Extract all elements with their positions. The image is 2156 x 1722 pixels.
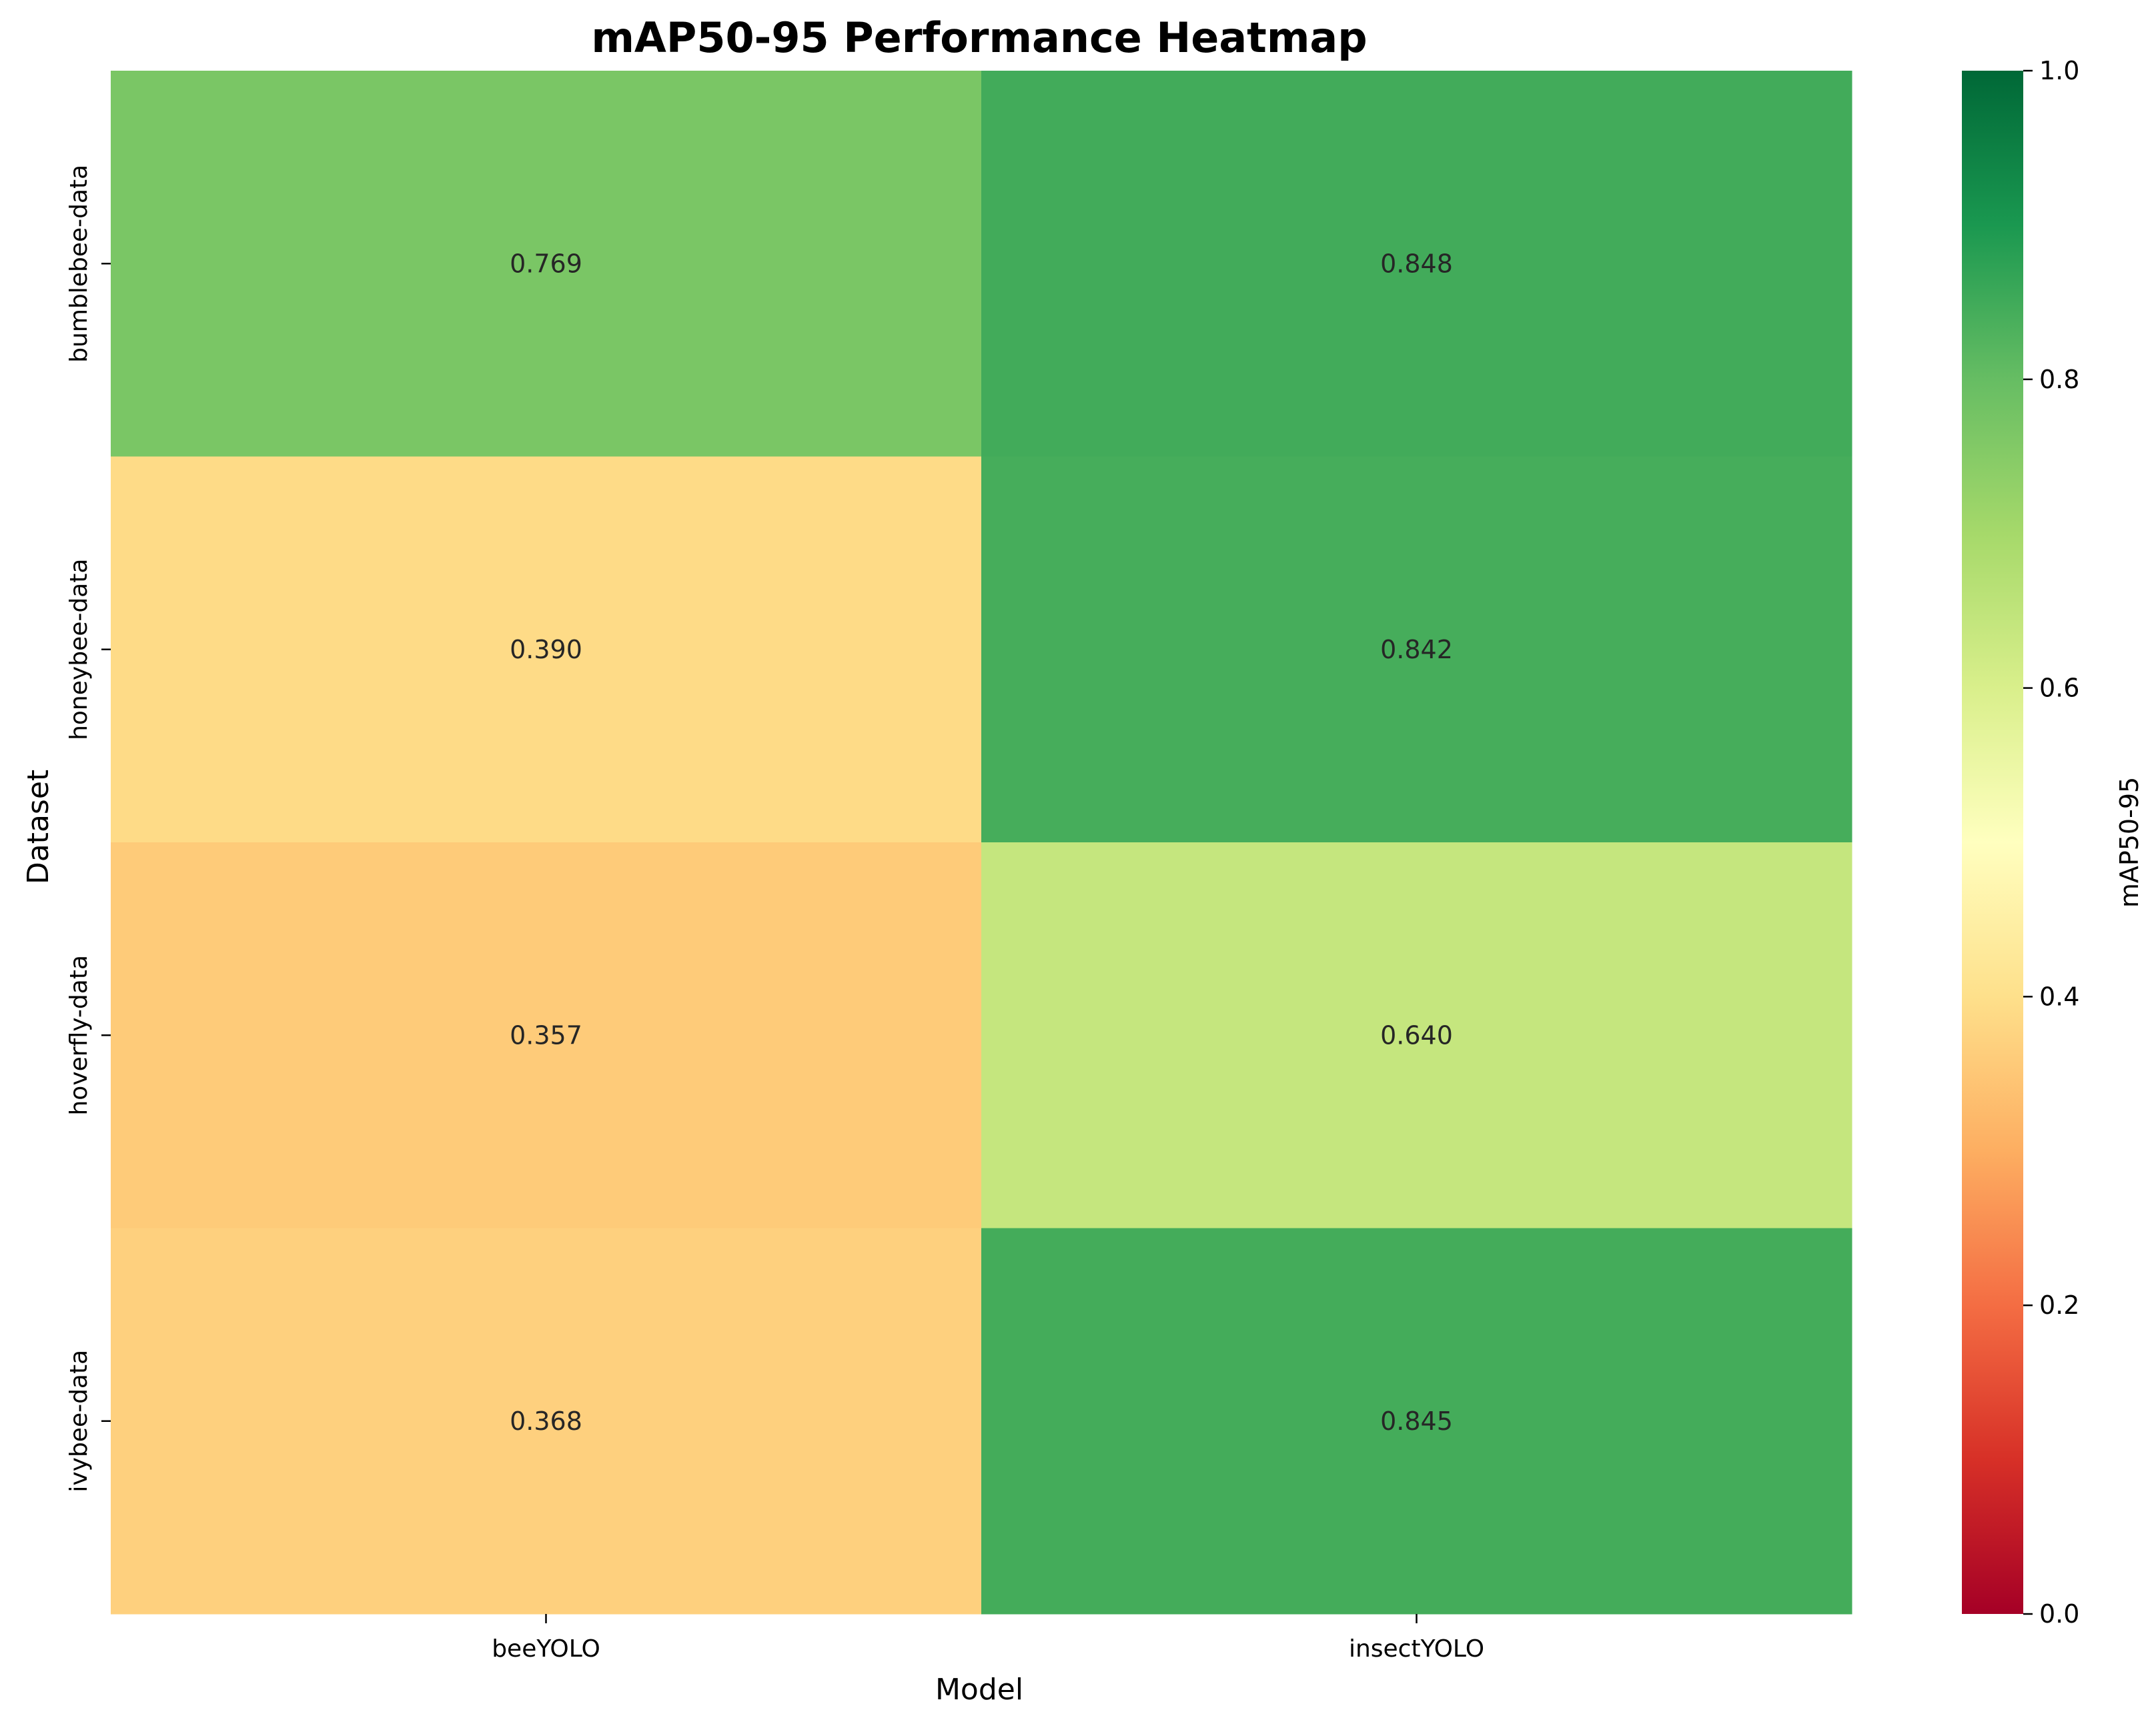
colorbar-tick-label: 1.0 (2039, 56, 2079, 85)
colorbar-tick-label: 0.8 (2039, 365, 2079, 394)
colorbar-tick-label: 0.2 (2039, 1290, 2079, 1320)
colorbar-tick-label: 0.6 (2039, 674, 2079, 703)
y-axis-label: Dataset (21, 770, 55, 884)
heatmap-cell (981, 71, 1852, 457)
colorbar-ticks: 0.0 0.2 0.4 0.6 0.8 1.0 (2023, 56, 2079, 1629)
y-tick-label: bumblebee-data (65, 165, 93, 363)
chart-title: mAP50-95 Performance Heatmap (591, 13, 1367, 62)
heatmap-cell (981, 1228, 1852, 1615)
y-tick-label: honeybee-data (65, 559, 93, 740)
cell-value-label: 0.390 (510, 635, 582, 664)
cell-value-label: 0.769 (510, 249, 582, 278)
cell-value-label: 0.640 (1380, 1020, 1453, 1050)
x-tick-label: insectYOLO (1349, 1635, 1484, 1663)
colorbar (1962, 71, 2023, 1614)
y-tick-label: ivybee-data (65, 1350, 93, 1493)
heatmap-cells (111, 71, 1852, 1615)
heatmap-cell (111, 71, 982, 457)
cell-value-label: 0.845 (1380, 1407, 1453, 1436)
heatmap-cell (111, 456, 982, 843)
cell-value-label: 0.368 (510, 1407, 582, 1436)
x-axis-label: Model (935, 1673, 1023, 1707)
heatmap-cell (111, 1228, 982, 1615)
colorbar-label: mAP50-95 (2115, 777, 2144, 908)
colorbar-tick-label: 0.4 (2039, 982, 2079, 1011)
cell-value-label: 0.842 (1380, 635, 1453, 664)
heatmap-cell-labels: 0.769 0.848 0.390 0.842 0.357 0.640 0.368 0.845 (510, 249, 1453, 1436)
cell-value-label: 0.848 (1380, 249, 1453, 278)
heatmap-cell (111, 842, 982, 1228)
y-axis-ticks: bumblebee-data honeybee-data hoverfly-data… (65, 165, 111, 1493)
heatmap-cell (981, 842, 1852, 1228)
x-axis-ticks: beeYOLO insectYOLO (492, 1614, 1484, 1663)
colorbar-tick-label: 0.0 (2039, 1599, 2079, 1629)
x-tick-label: beeYOLO (492, 1635, 600, 1663)
heatmap-cell (981, 456, 1852, 843)
cell-value-label: 0.357 (510, 1020, 582, 1050)
y-tick-label: hoverfly-data (65, 955, 93, 1116)
